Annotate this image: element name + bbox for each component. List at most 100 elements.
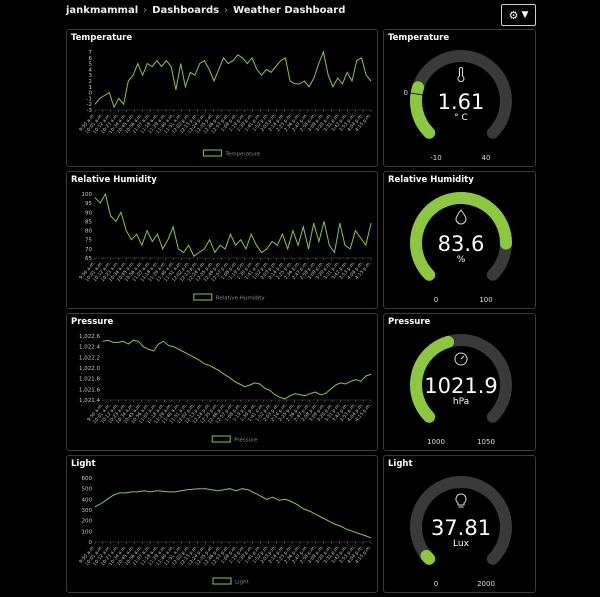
breadcrumb-user[interactable]: jankmammal xyxy=(66,5,139,16)
data-point xyxy=(278,500,280,501)
data-point xyxy=(345,383,347,385)
data-point xyxy=(137,491,139,493)
gauge: 0 1.61° C -10 40 xyxy=(403,50,512,162)
legend-label: Light xyxy=(235,580,250,586)
data-point xyxy=(360,380,362,382)
data-point xyxy=(330,388,331,390)
legend-label: Temperature xyxy=(224,152,260,158)
data-point xyxy=(304,395,306,397)
data-point xyxy=(365,244,367,246)
gauge-unit: % xyxy=(457,255,466,265)
y-tick-label: 1,022.6 xyxy=(79,334,100,340)
data-point xyxy=(173,346,175,348)
gauge-marker-label: 0 xyxy=(403,89,407,97)
gauge-min-label: 1000 xyxy=(427,438,445,446)
data-point xyxy=(289,80,291,82)
data-point xyxy=(107,339,109,341)
data-point xyxy=(269,390,271,391)
panel-title: Light xyxy=(388,459,413,469)
data-point xyxy=(113,106,115,108)
data-point xyxy=(194,74,196,76)
data-point xyxy=(232,60,234,62)
data-point xyxy=(132,339,134,341)
y-tick-label: -2 xyxy=(87,102,92,108)
data-point xyxy=(211,489,212,491)
data-point xyxy=(155,490,157,492)
humidity-icon xyxy=(455,209,467,225)
data-point xyxy=(188,354,190,356)
data-point xyxy=(167,239,169,241)
panel-title: Relative Humidity xyxy=(388,175,474,185)
y-tick-label: -3 xyxy=(87,108,93,114)
data-point xyxy=(250,233,252,235)
data-point xyxy=(320,394,321,396)
data-point xyxy=(157,233,158,235)
data-point xyxy=(104,95,105,96)
settings-button[interactable]: ⚙ ▼ xyxy=(501,4,536,26)
data-point xyxy=(254,492,255,494)
y-tick-label: 1,022.2 xyxy=(79,355,100,361)
legend[interactable]: Light xyxy=(212,577,250,586)
y-tick-label: 1 xyxy=(89,85,93,91)
gauge-track xyxy=(410,476,512,565)
data-point xyxy=(280,60,281,62)
data-point xyxy=(235,490,237,492)
y-tick-label: 1,022.4 xyxy=(79,345,100,351)
data-point xyxy=(120,211,122,213)
y-tick-label: 3 xyxy=(89,73,93,79)
data-point xyxy=(131,491,133,493)
data-point xyxy=(335,384,337,386)
gauge-min-label: 0 xyxy=(434,296,438,304)
y-tick-label: 200 xyxy=(82,519,93,525)
data-point xyxy=(205,488,206,490)
legend[interactable]: Pressure xyxy=(211,435,258,444)
data-point xyxy=(270,71,272,73)
legend[interactable]: Relative Humidity xyxy=(193,293,266,302)
data-point xyxy=(125,492,127,494)
y-tick-label: 4 xyxy=(89,67,93,73)
data-point xyxy=(264,387,266,389)
legend-swatch xyxy=(212,577,232,585)
data-point xyxy=(218,69,220,70)
gauge-value: 1.61 xyxy=(438,90,485,114)
data-point xyxy=(318,63,320,64)
data-point xyxy=(94,197,96,199)
series-line xyxy=(102,339,372,400)
data-point xyxy=(198,488,200,490)
data-point xyxy=(108,92,110,93)
data-point xyxy=(364,535,366,536)
y-tick-label: 100 xyxy=(82,192,93,198)
data-point xyxy=(309,510,311,512)
y-tick-label: 80 xyxy=(85,229,92,235)
data-point xyxy=(141,244,143,246)
data-point xyxy=(309,393,311,394)
data-point xyxy=(256,244,257,246)
data-point xyxy=(156,60,158,62)
data-point xyxy=(302,226,304,228)
data-point xyxy=(318,241,320,242)
data-point xyxy=(203,248,205,250)
data-point xyxy=(151,241,153,242)
data-point xyxy=(148,348,149,350)
data-point xyxy=(297,504,298,506)
y-tick-label: 6 xyxy=(89,56,93,62)
data-point xyxy=(339,525,341,527)
data-point xyxy=(328,244,330,246)
gauge-fill xyxy=(410,192,512,281)
data-point xyxy=(146,230,148,231)
barometer-icon xyxy=(454,352,468,366)
data-point xyxy=(183,351,185,353)
legend-label: Pressure xyxy=(234,438,258,444)
data-point xyxy=(239,383,240,385)
data-point xyxy=(325,393,326,394)
data-point xyxy=(161,66,163,67)
data-point xyxy=(105,193,106,195)
breadcrumb-dashboards[interactable]: Dashboards xyxy=(152,5,220,16)
legend[interactable]: Temperature xyxy=(202,149,261,158)
data-point xyxy=(245,248,247,250)
data-point xyxy=(208,69,210,70)
data-point xyxy=(117,342,119,343)
data-point xyxy=(365,375,367,377)
data-point xyxy=(284,498,286,500)
